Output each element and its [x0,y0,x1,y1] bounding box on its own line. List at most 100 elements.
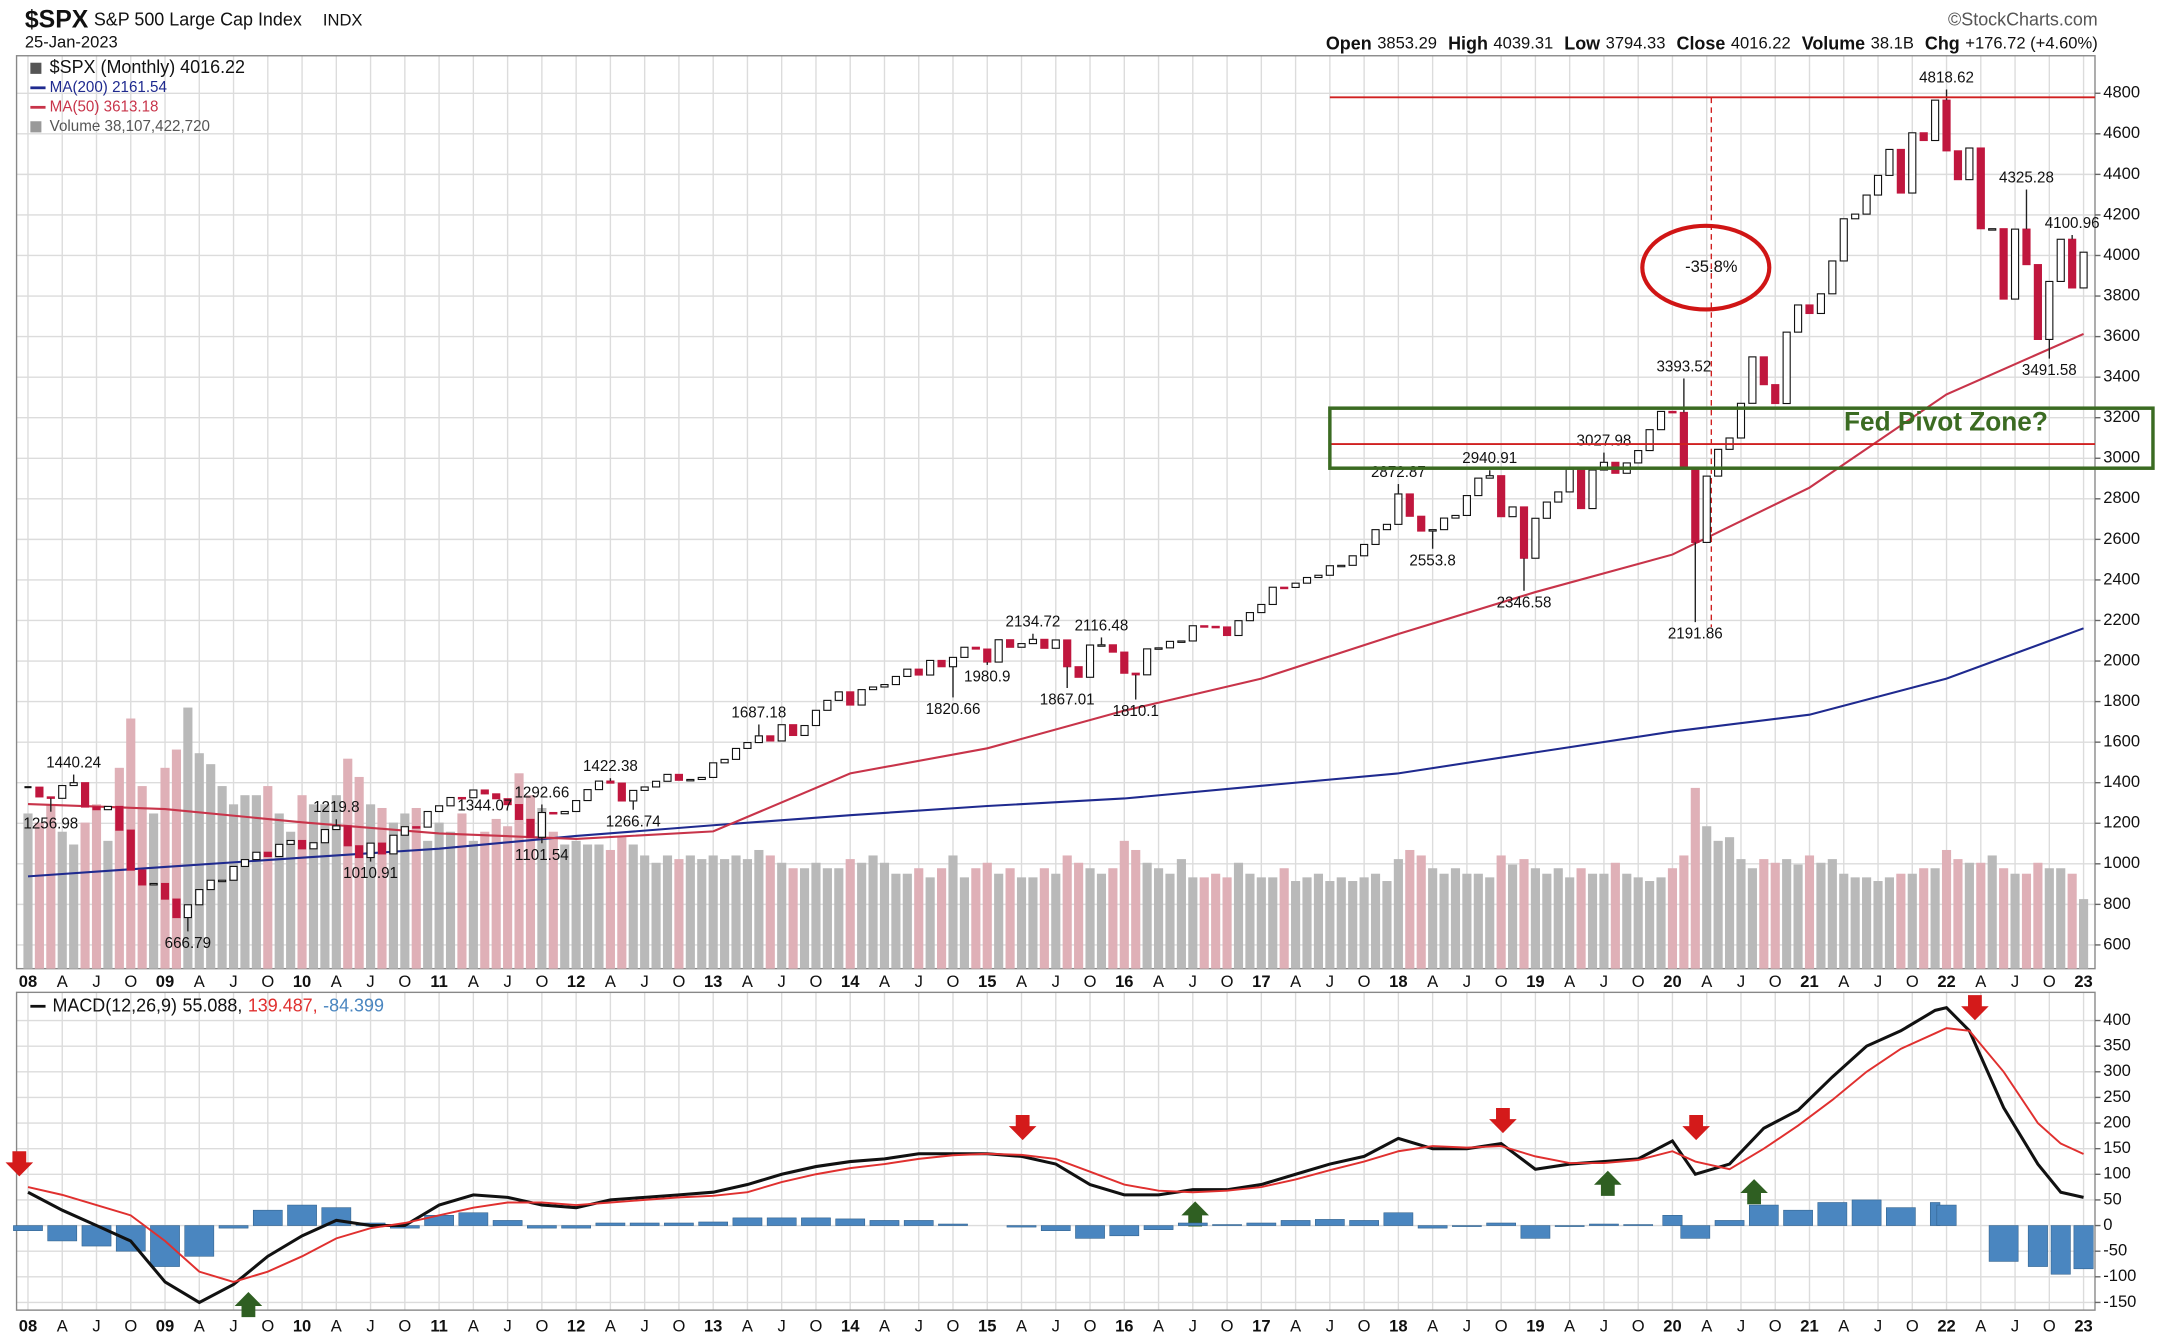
y-tick-label: 4800 [2103,83,2140,102]
histogram-bar [1280,1220,1311,1226]
x-tick-label: 23 [2074,1316,2092,1335]
x-tick-label: O [810,1316,823,1335]
annotation-label: 1266.74 [606,813,661,830]
x-tick-label: 11 [430,1316,447,1335]
x-tick-label: O [1221,972,1234,991]
y-tick-label: 0 [2103,1215,2112,1234]
y-tick-label: 2600 [2103,529,2140,548]
volume-bar [1450,868,1461,969]
volume-bar [994,873,1004,969]
volume-bar [1096,873,1107,969]
macd-legend: MACD(12,26,9) 55.088, 139.487, -84.399 [52,995,384,1015]
volume-bar [1062,855,1072,969]
annotation-label: 1101.54 [515,847,569,864]
volume-bar [1359,877,1369,969]
candle [1965,147,1974,181]
candle [1108,644,1117,653]
x-tick-label: 15 [978,972,996,991]
candle [1382,523,1392,531]
x-tick-label: O [947,1316,960,1335]
candle [2033,264,2042,340]
volume-bar [1622,873,1632,969]
candle [2010,228,2020,300]
volume-bar [891,873,901,969]
volume-bar [1222,877,1232,969]
x-tick-label: O [1084,1316,1097,1335]
annotation-label: 1440.24 [46,754,101,771]
volume-bar [982,862,992,969]
volume-bar [114,767,124,969]
volume-bar [1028,877,1038,969]
candle [1028,638,1038,645]
x-tick-label: J [229,1316,237,1335]
volume-bar [1199,877,1209,969]
zone-label: Fed Pivot Zone? [1844,406,2048,436]
x-tick-label: O [1632,1316,1645,1335]
volume-bar [320,804,330,969]
candle [1325,565,1334,576]
volume-bar [445,831,456,969]
quote-label: Close [1677,33,1726,53]
volume-bar [171,749,182,969]
volume-bar [1633,877,1643,969]
volume-bar [1976,862,1986,969]
volume-bar [480,831,490,969]
volume-bar [1313,873,1324,969]
y-tick-label: 600 [2103,934,2131,953]
candle [1222,626,1232,637]
x-tick-label: 10 [293,1316,311,1335]
volume-bar [1770,862,1780,969]
x-tick-label: A [194,1316,206,1335]
volume-bar [720,859,730,969]
x-tick-label: J [915,972,923,991]
candle [914,668,923,676]
x-tick-label: J [641,972,649,991]
volume-bar [1804,855,1815,969]
volume-bar [697,859,707,969]
x-tick-label: A [1290,972,1302,991]
volume-bar [1016,877,1027,969]
x-tick-label: J [1600,972,1608,991]
legend-volume: Volume 38,107,422,720 [50,118,210,135]
volume-bar [377,807,387,969]
candle [937,659,946,668]
candle [777,724,786,742]
volume-bar [1325,881,1335,969]
y-tick-label: 4000 [2103,245,2140,264]
candle [1097,644,1106,647]
candle [1851,213,1860,220]
x-tick-label: A [879,972,891,991]
x-tick-label: O [124,1316,137,1335]
volume-bar [1279,868,1289,969]
candle [1085,644,1095,678]
y-tick-label: 2400 [2103,569,2140,588]
legend-price-icon [30,62,42,74]
volume-bar [1873,881,1883,969]
volume-bar [34,822,44,969]
volume-bar [80,822,90,969]
annotation-label: 1687.18 [731,704,786,721]
histogram-bar [13,1225,43,1231]
candle [1679,411,1688,469]
quote-value: 3853.29 [1377,34,1437,53]
volume-bar [662,855,673,969]
candle [1428,529,1437,532]
histogram-bar [1520,1225,1551,1239]
volume-bar [777,862,787,969]
volume-bar [2021,873,2032,969]
volume-bar [1919,868,1929,969]
volume-bar [799,868,810,969]
volume-bar [411,807,421,969]
x-tick-label: A [1427,972,1439,991]
buy-arrow [234,1292,263,1318]
histogram-bar [492,1220,523,1226]
volume-bar [1074,862,1084,969]
candle [1542,501,1551,519]
candle [617,782,626,802]
candle [2045,280,2054,340]
histogram-bar [903,1220,934,1226]
histogram-bar [1452,1225,1482,1227]
y-tick-label: 3000 [2103,448,2140,467]
volume-bar [651,862,661,969]
x-tick-label: A [331,972,343,991]
